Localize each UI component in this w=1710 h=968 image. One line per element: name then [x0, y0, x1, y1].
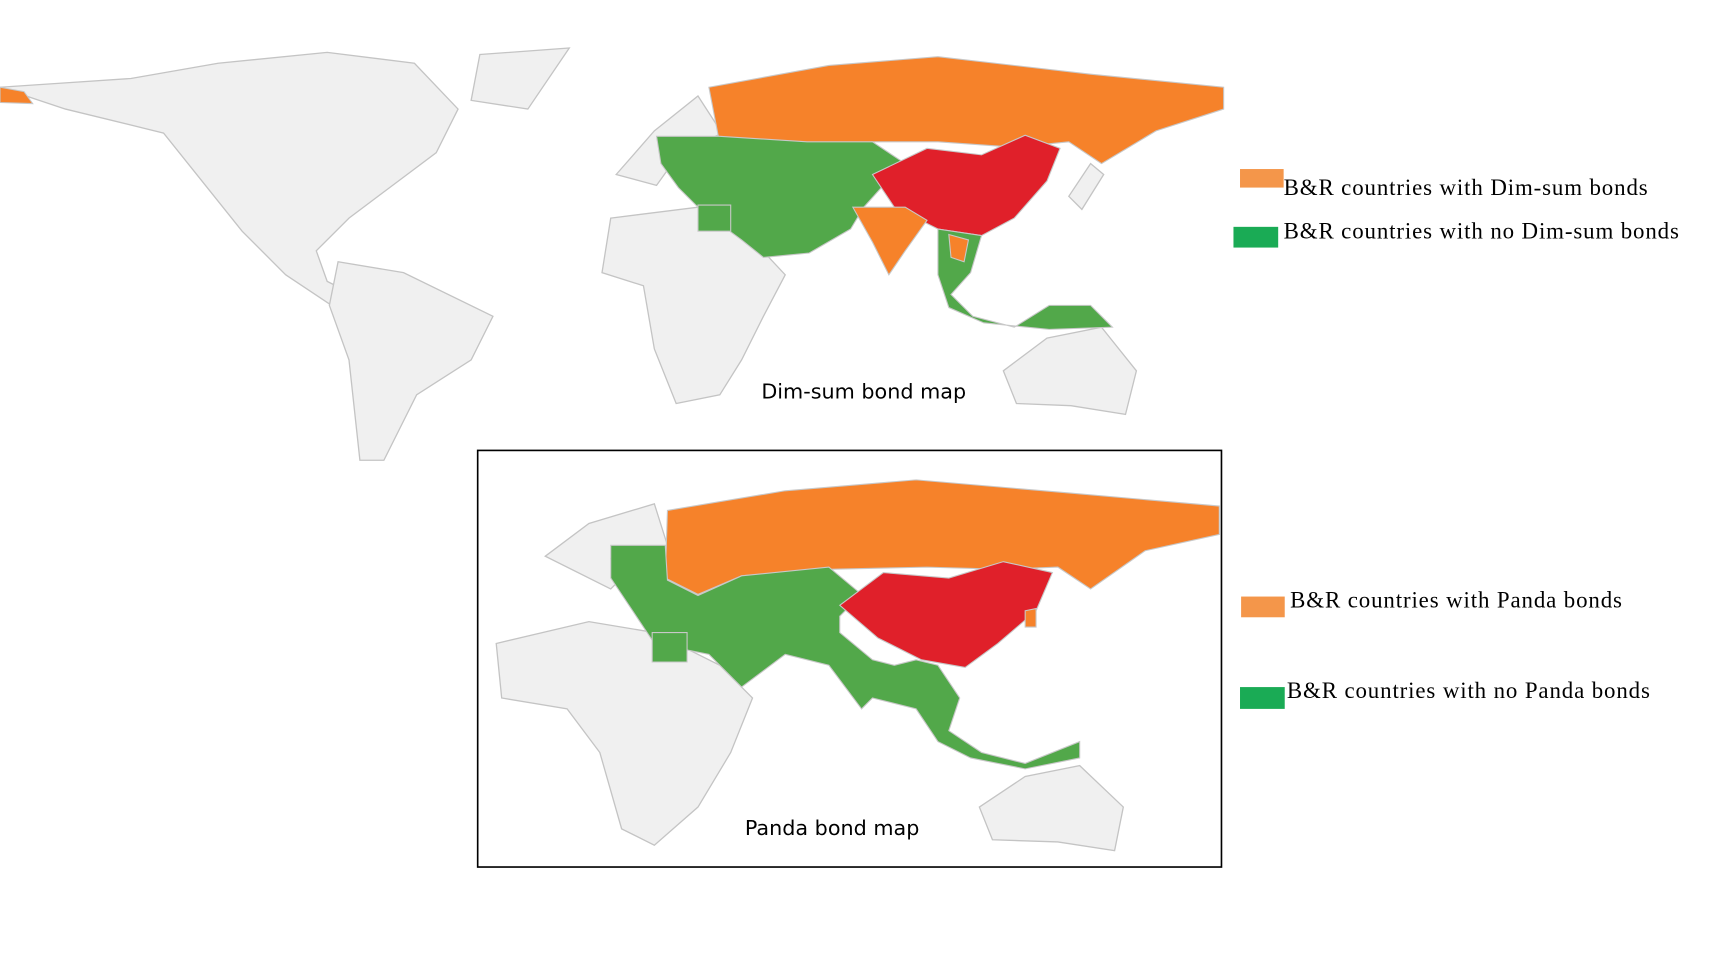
map-title: Panda bond map: [745, 816, 920, 840]
egypt: [651, 632, 688, 663]
north-america: [0, 51, 459, 320]
thailand: [948, 233, 970, 263]
br-green: [610, 544, 1081, 770]
dim-sum-map: B&R countries with Dim-sum bonds B&R cou…: [0, 47, 1680, 461]
legend-label: B&R countries with Panda bonds: [1290, 587, 1623, 612]
australia: [1002, 326, 1138, 416]
map-title: Dim-sum bond map: [761, 380, 966, 404]
legend-swatch: [1241, 596, 1285, 618]
japan: [1067, 162, 1105, 211]
legend-swatch: [1240, 687, 1285, 709]
egypt: [697, 204, 732, 232]
legend-label: B&R countries with no Panda bonds: [1287, 678, 1651, 703]
korea: [1024, 607, 1037, 628]
legend-label: B&R countries with Dim-sum bonds: [1284, 175, 1649, 200]
panda-map: B&R countries with Panda bonds B&R count…: [476, 449, 1651, 868]
india: [851, 206, 928, 276]
greenland: [470, 47, 571, 110]
legend-label: B&R countries with no Dim-sum bonds: [1284, 219, 1680, 244]
legend-swatch: [1240, 169, 1284, 188]
south-america: [328, 260, 494, 461]
alaska-tip: [0, 86, 34, 105]
australia: [978, 764, 1125, 852]
br-green: [655, 135, 907, 258]
legend-swatch: [1233, 226, 1279, 248]
